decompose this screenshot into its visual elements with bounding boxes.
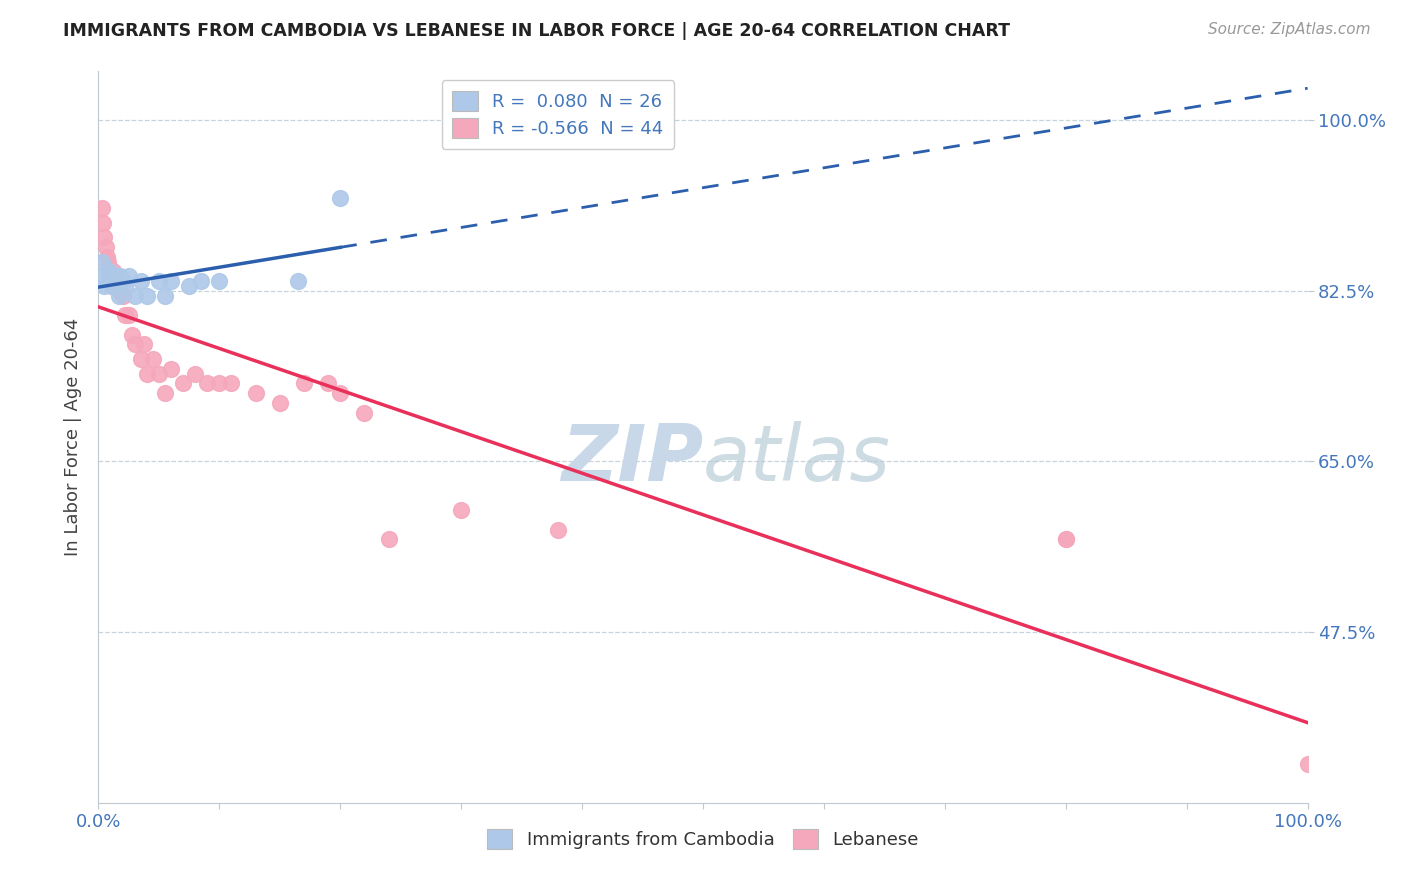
Point	[101, 264, 124, 278]
Point	[111, 288, 134, 302]
Point	[114, 279, 136, 293]
Point	[353, 406, 375, 420]
Point	[1054, 533, 1077, 547]
Point	[91, 215, 114, 229]
Point	[104, 279, 127, 293]
Point	[100, 279, 122, 293]
Point	[221, 376, 243, 391]
Point	[195, 376, 218, 391]
Point	[129, 352, 152, 367]
Point	[100, 274, 122, 288]
Point	[100, 269, 122, 284]
Text: atlas: atlas	[703, 421, 891, 497]
Point	[377, 533, 399, 547]
Point	[172, 376, 194, 391]
Point	[103, 274, 125, 288]
Point	[329, 191, 352, 205]
Legend: Immigrants from Cambodia, Lebanese: Immigrants from Cambodia, Lebanese	[479, 822, 927, 856]
Point	[142, 352, 165, 367]
Point	[118, 269, 141, 284]
Point	[160, 361, 183, 376]
Point	[135, 288, 157, 302]
Point	[124, 337, 146, 351]
Point	[118, 308, 141, 322]
Point	[160, 274, 183, 288]
Point	[287, 274, 309, 288]
Point	[208, 274, 231, 288]
Point	[94, 240, 117, 254]
Point	[105, 269, 128, 284]
Point	[184, 367, 207, 381]
Point	[450, 503, 472, 517]
Point	[107, 274, 129, 288]
Point	[101, 269, 124, 284]
Point	[153, 288, 176, 302]
Point	[329, 386, 352, 401]
Point	[105, 274, 128, 288]
Point	[107, 279, 129, 293]
Point	[108, 288, 131, 302]
Point	[96, 250, 118, 264]
Point	[103, 279, 125, 293]
Text: ZIP: ZIP	[561, 421, 703, 497]
Point	[153, 386, 176, 401]
Point	[179, 279, 201, 293]
Point	[245, 386, 267, 401]
Point	[129, 274, 152, 288]
Point	[1054, 533, 1077, 547]
Point	[135, 367, 157, 381]
Point	[97, 274, 120, 288]
Point	[114, 308, 136, 322]
Point	[148, 367, 170, 381]
Point	[93, 279, 115, 293]
Point	[98, 264, 121, 278]
Point	[98, 269, 121, 284]
Point	[547, 523, 569, 537]
Point	[292, 376, 315, 391]
Point	[91, 201, 114, 215]
Point	[111, 274, 134, 288]
Point	[93, 230, 115, 244]
Point	[97, 254, 120, 268]
Point	[316, 376, 339, 391]
Point	[124, 288, 146, 302]
Point	[91, 254, 114, 268]
Text: Source: ZipAtlas.com: Source: ZipAtlas.com	[1208, 22, 1371, 37]
Point	[208, 376, 231, 391]
Point	[108, 284, 131, 298]
Point	[269, 396, 291, 410]
Point	[121, 327, 143, 342]
Point	[148, 274, 170, 288]
Text: IMMIGRANTS FROM CAMBODIA VS LEBANESE IN LABOR FORCE | AGE 20-64 CORRELATION CHAR: IMMIGRANTS FROM CAMBODIA VS LEBANESE IN …	[63, 22, 1011, 40]
Point	[134, 337, 156, 351]
Point	[190, 274, 212, 288]
Point	[91, 269, 114, 284]
Point	[1296, 756, 1319, 771]
Y-axis label: In Labor Force | Age 20-64: In Labor Force | Age 20-64	[63, 318, 82, 557]
Point	[108, 269, 131, 284]
